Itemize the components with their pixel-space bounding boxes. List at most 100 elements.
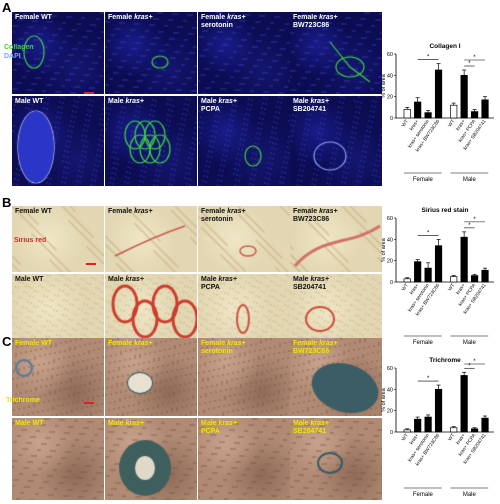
micrograph-label: Female kras+ [108, 340, 153, 348]
micrograph-c-r1-c1: Female WT [12, 338, 104, 416]
micrograph-a-r1-c4: Female kras+ BW723C86 [290, 12, 382, 94]
x-tick-label: WT [447, 283, 456, 293]
micrograph-label-part: Male [293, 98, 311, 105]
micrograph-label-part: kras+ [125, 98, 145, 105]
bar [471, 111, 479, 119]
micrograph-label-part: Female [201, 208, 228, 215]
x-tick-label: WT [401, 283, 410, 293]
tissue-image [105, 96, 197, 186]
bar [481, 269, 489, 283]
y-axis-label: % of area [381, 237, 387, 261]
stain-label: Sirius red [14, 237, 47, 244]
significance-star: * [468, 223, 471, 229]
micrograph-label-part: Male WT [15, 276, 44, 283]
stain-label: Trichrome [6, 397, 40, 404]
micrograph-label: Female kras+ [108, 14, 153, 22]
tissue-image [12, 12, 104, 94]
micrograph-label: Male WT [15, 420, 43, 428]
tissue-image [290, 12, 382, 94]
bar [434, 69, 443, 119]
bar [403, 109, 411, 119]
x-tick-label: WT [401, 119, 410, 129]
y-tick-label: 20 [387, 409, 393, 415]
y-tick-label: 0 [390, 430, 393, 436]
micrograph-label: Female WT [15, 14, 52, 22]
bar [424, 416, 432, 433]
x-tick-label: kras+ [455, 119, 467, 132]
micrograph-b-r1-c2: Female kras+ [105, 206, 197, 272]
y-axis-label: % of area [381, 73, 387, 97]
y-tick-label: 60 [387, 216, 393, 222]
micrograph-b-r1-c1: Female WT [12, 206, 104, 272]
bar [424, 267, 432, 283]
micrograph-label: Male kras+ SB204741 [293, 420, 329, 436]
micrograph-label: Female kras+ BW723C86 [293, 208, 338, 224]
micrograph-label-part: Female WT [15, 208, 52, 215]
micrograph-a-r2-c2: Male kras+ [105, 96, 197, 186]
tissue-image [12, 206, 104, 272]
tissue-image [198, 338, 290, 416]
micrograph-label-part: PCPA [201, 428, 220, 435]
tissue-image [198, 206, 290, 272]
bar [434, 245, 443, 283]
micrograph-c-r1-c3: Female kras+ serotonin [198, 338, 290, 416]
micrograph-label-part: kras+ [218, 276, 238, 283]
micrograph-label: Female kras+ serotonin [201, 340, 246, 356]
micrograph-label-part: Male [293, 276, 311, 283]
micrograph-label-part: kras+ [310, 98, 330, 105]
micrograph-label: Male kras+ PCPA [201, 98, 237, 114]
micrograph-label: Male kras+ PCPA [201, 420, 237, 436]
micrograph-c-r2-c4: Male kras+ SB204741 [290, 418, 382, 500]
micrograph-label: Female kras+ BW723C86 [293, 14, 338, 30]
micrograph-label-part: BW723C86 [293, 216, 330, 223]
tissue-image [198, 274, 290, 344]
micrograph-label: Male kras+ [108, 276, 144, 284]
micrograph-label-part: BW723C86 [293, 348, 330, 355]
micrograph-label-part: Female [108, 340, 135, 347]
tissue-image [198, 12, 290, 94]
micrograph-label-part: Female [293, 340, 320, 347]
micrograph-label: Male WT [15, 98, 43, 106]
micrograph-label: Male kras+ [108, 98, 144, 106]
micrograph-label-part: kras+ [227, 14, 246, 21]
micrograph-c-r2-c1: Male WT [12, 418, 104, 500]
micrograph-label: Male kras+ PCPA [201, 276, 237, 292]
tissue-image [105, 274, 197, 344]
tissue-image [12, 274, 104, 344]
group-label: Male [463, 340, 477, 346]
bar [471, 428, 479, 433]
micrograph-label-part: kras+ [319, 340, 338, 347]
micrograph-label-part: serotonin [201, 348, 233, 355]
panel-letter-a: A [2, 0, 12, 15]
micrograph-label-part: kras+ [218, 98, 238, 105]
micrograph-label-part: Male [201, 98, 219, 105]
y-tick-label: 20 [387, 259, 393, 265]
bar [424, 112, 432, 119]
tissue-image [12, 418, 104, 500]
bar [460, 236, 468, 283]
significance-star: * [473, 55, 476, 61]
y-tick-label: 60 [387, 366, 393, 372]
group-label: Female [413, 492, 434, 498]
micrograph-label-part: Male [108, 98, 126, 105]
bar [460, 74, 468, 119]
tissue-image [290, 206, 382, 272]
micrograph-a-r2-c1: Male WT [12, 96, 104, 186]
micrograph-label-part: kras+ [134, 14, 153, 21]
significance-star: * [468, 363, 471, 369]
micrograph-c-r2-c3: Male kras+ PCPA [198, 418, 290, 500]
micrograph-label-part: Female [108, 208, 135, 215]
tissue-image [12, 96, 104, 186]
micrograph-label-part: Male [201, 420, 219, 427]
y-tick-label: 20 [387, 95, 393, 101]
micrograph-label-part: Female [293, 14, 320, 21]
micrograph-a-r2-c3: Male kras+ PCPA [198, 96, 290, 186]
bar [414, 261, 422, 283]
micrograph-label-part: SB204741 [293, 284, 327, 291]
micrograph-label: Male kras+ [108, 420, 144, 428]
x-tick-label: kras+ [455, 283, 467, 296]
micrograph-label-part: Male [293, 420, 311, 427]
scale-bar [86, 263, 96, 265]
chart-title: Sirius red stain [422, 207, 469, 214]
micrograph-label-part: Male WT [15, 420, 44, 427]
